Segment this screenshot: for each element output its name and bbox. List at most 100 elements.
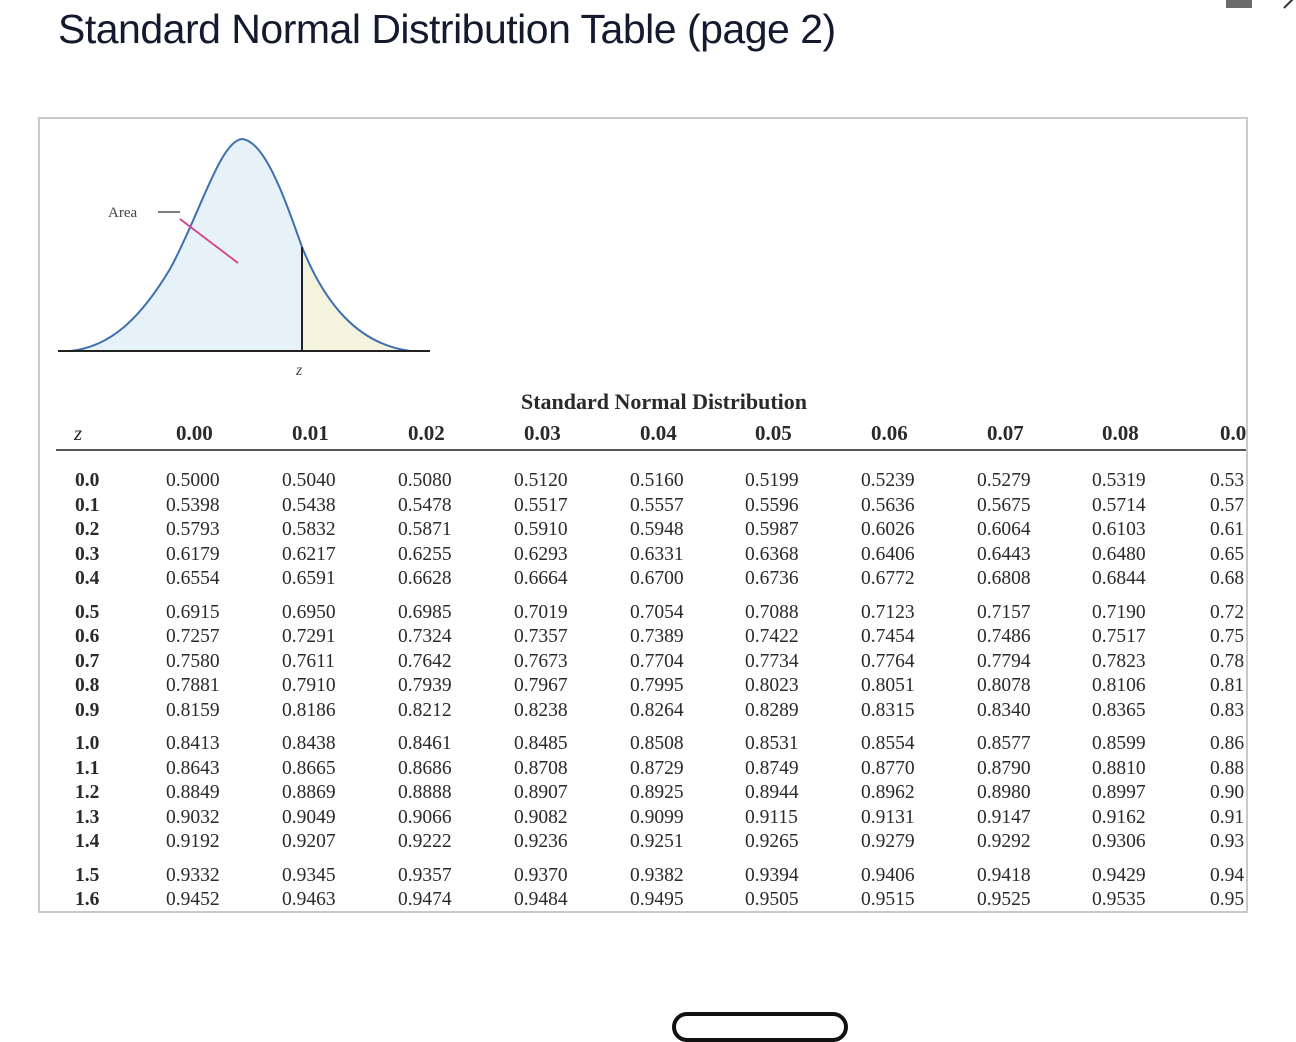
row-group: 0.9332 0.9452 [166, 864, 220, 912]
table-cell: 0.8264 [630, 699, 684, 721]
z-row-label: 0.5 [75, 601, 100, 623]
row-group: 0.5000 0.5398 0.5793 0.6179 0.6554 [166, 469, 220, 592]
probability-column: 0.5279 0.5675 0.6064 0.6443 0.6808 0.7157 0.74… [977, 469, 1031, 911]
table-cell: 0.8599 [1092, 733, 1146, 754]
table-cell: 0.6700 [630, 568, 684, 589]
bottom-scroll-handle[interactable] [672, 1012, 848, 1042]
table-cell: 0.7422 [745, 626, 799, 647]
table-cell: 0.6331 [630, 543, 684, 565]
table-cell: 0.5000 [166, 470, 220, 491]
table-cell: 0.5080 [398, 470, 452, 491]
table-cell: 0.8186 [282, 699, 336, 721]
table-cell: 0.8078 [977, 675, 1031, 696]
table-cell: 0.8212 [398, 699, 452, 721]
table-cell: 0.6808 [977, 568, 1031, 589]
table-cell: 0.9525 [977, 889, 1031, 910]
table-cell: 0.5438 [282, 494, 336, 516]
table-cell: 0.5557 [630, 494, 684, 516]
z-row-label: 1.1 [75, 757, 100, 779]
table-cell: 0.9382 [630, 864, 684, 886]
table-cell: 0.7157 [977, 601, 1031, 623]
column-header: 0.03 [524, 421, 561, 445]
table-cell: 0.83 [1210, 699, 1245, 721]
table-cell: 0.65 [1210, 543, 1245, 565]
table-cell: 0.6591 [282, 568, 336, 589]
table-cell: 0.7580 [166, 650, 220, 672]
column-header: 0.07 [987, 421, 1024, 445]
table-cell: 0.8944 [745, 782, 799, 803]
table-cell: 0.8749 [745, 757, 799, 779]
table-cell: 0.6554 [166, 568, 220, 589]
table-cell: 0.7794 [977, 650, 1031, 672]
column-header: 0.0 [1220, 421, 1247, 445]
z-row-label: 0.3 [75, 543, 100, 565]
table-cell: 0.9429 [1092, 864, 1146, 886]
table-cell: 0.72 [1210, 601, 1245, 623]
table-cell: 0.9345 [282, 864, 336, 886]
table-cell: 0.7257 [166, 626, 220, 647]
table-cell: 0.8106 [1092, 675, 1146, 696]
table-cell: 0.9131 [861, 806, 915, 828]
table-cell: 0.9418 [977, 864, 1031, 886]
row-group: 0.8531 0.8749 0.8944 0.9115 0.9265 [745, 732, 799, 855]
row-group: 0.8599 0.8810 0.8997 0.9162 0.9306 [1092, 732, 1146, 855]
table-title: Standard Normal Distribution [521, 389, 808, 414]
column-header: 0.02 [408, 421, 445, 445]
row-group: 0.8577 0.8790 0.8980 0.9147 0.9292 [977, 732, 1031, 855]
row-group: 0.5239 0.5636 0.6026 0.6406 0.6772 [861, 469, 915, 592]
row-group: 0.5199 0.5596 0.5987 0.6368 0.6736 [745, 469, 799, 592]
area-label: Area [108, 205, 137, 221]
table-cell: 0.81 [1210, 675, 1245, 696]
table-cell: 0.5398 [166, 494, 220, 516]
expand-icon[interactable] [1280, 0, 1296, 10]
table-cell: 0.7324 [398, 626, 452, 647]
z-row-label: 1.5 [75, 864, 100, 886]
z-row-label: 0.6 [75, 626, 100, 647]
probability-column: 0.53 0.57 0.61 0.65 0.68 0.72 0.75 0.78 0.81 0.83… [1210, 469, 1245, 911]
normal-table-image: Area z Standard Normal Distribution z 0.… [38, 117, 1248, 913]
row-group: 0.7157 0.7486 0.7794 0.8078 0.8340 [977, 601, 1031, 724]
table-cell: 0.7995 [630, 675, 684, 696]
table-cell: 0.5832 [282, 519, 336, 540]
row-group: 0.7190 0.7517 0.7823 0.8106 0.8365 [1092, 601, 1146, 724]
row-group: 0.5040 0.5438 0.5832 0.6217 0.6591 [282, 469, 336, 592]
table-cell: 0.9535 [1092, 889, 1146, 910]
z-row-label: 1.2 [75, 782, 100, 803]
table-cell: 0.6406 [861, 543, 915, 565]
table-cell: 0.6064 [977, 519, 1031, 540]
table-cell: 0.90 [1210, 782, 1245, 803]
row-group: 0.7054 0.7389 0.7704 0.7995 0.8264 [630, 601, 684, 724]
window-corner-control[interactable] [1226, 0, 1252, 8]
table-cell: 0.8315 [861, 699, 915, 721]
table-cell: 0.88 [1210, 757, 1245, 779]
area-pointer-line [179, 218, 239, 264]
table-cell: 0.5987 [745, 519, 799, 540]
table-cell: 0.5910 [514, 519, 568, 540]
table-cell: 0.6368 [745, 543, 799, 565]
table-cell: 0.9306 [1092, 831, 1146, 852]
table-cell: 0.5636 [861, 494, 915, 516]
table-cell: 0.9207 [282, 831, 336, 852]
row-group: 0.9357 0.9474 [398, 864, 452, 912]
row-group: 0.5120 0.5517 0.5910 0.6293 0.6664 [514, 469, 568, 592]
z-value-column: 0.0 0.1 0.2 0.3 0.4 0.5 0.6 0.7 0.8 0.9 1.0 1.1 1.2 1… [75, 469, 100, 911]
table-cell: 0.9032 [166, 806, 220, 828]
table-cell: 0.9147 [977, 806, 1031, 828]
probability-column: 0.5199 0.5596 0.5987 0.6368 0.6736 0.7088 0.74… [745, 469, 799, 911]
table-cell: 0.5596 [745, 494, 799, 516]
column-header: 0.04 [640, 421, 677, 445]
table-cell: 0.9115 [745, 806, 798, 828]
table-cell: 0.9515 [861, 889, 915, 910]
table-cell: 0.9279 [861, 831, 915, 852]
table-cell: 0.5239 [861, 470, 915, 491]
row-group: 0.8461 0.8686 0.8888 0.9066 0.9222 [398, 732, 452, 855]
table-cell: 0.9162 [1092, 806, 1146, 828]
table-cell: 0.5160 [630, 470, 684, 491]
table-cell: 0.8485 [514, 733, 568, 754]
table-cell: 0.9251 [630, 831, 684, 852]
z-row-label: 1.6 [75, 889, 100, 910]
table-cell: 0.6628 [398, 568, 452, 589]
table-cell: 0.5319 [1092, 470, 1146, 491]
row-group: 0.7019 0.7357 0.7673 0.7967 0.8238 [514, 601, 568, 724]
table-cell: 0.9394 [745, 864, 799, 886]
